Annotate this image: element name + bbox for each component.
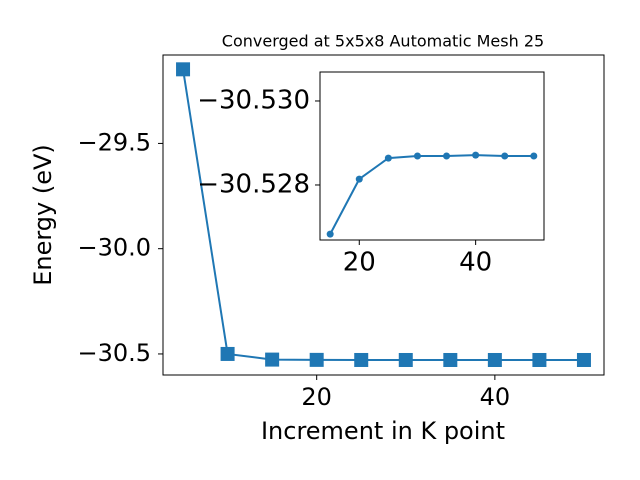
marker	[384, 154, 392, 162]
y-tick-label: −29.5	[77, 128, 151, 156]
series-line	[182, 69, 584, 361]
marker	[487, 352, 502, 367]
marker	[501, 152, 509, 160]
marker	[530, 152, 538, 160]
y-tick-label: −30.530	[197, 85, 310, 115]
series-line	[329, 154, 534, 235]
y-axis-label: Energy (eV)	[29, 144, 57, 286]
y-tick-label: −30.0	[77, 234, 151, 262]
marker	[472, 151, 480, 159]
x-tick-label: 40	[459, 248, 492, 278]
marker	[443, 152, 451, 160]
marker	[354, 352, 369, 367]
x-axis-label: Increment in K point	[261, 417, 505, 445]
y-tick-label: −30.528	[197, 169, 310, 199]
marker	[532, 352, 547, 367]
marker	[265, 352, 280, 367]
marker	[443, 352, 458, 367]
x-tick-label: 20	[301, 383, 332, 411]
x-tick-label: 40	[480, 383, 511, 411]
marker	[413, 152, 421, 160]
chart-title: Converged at 5x5x8 Automatic Mesh 25	[222, 32, 544, 51]
marker	[220, 346, 235, 361]
marker	[326, 230, 334, 238]
marker	[398, 352, 413, 367]
y-tick-label: −30.5	[77, 339, 151, 367]
marker	[309, 352, 324, 367]
marker	[355, 175, 363, 183]
x-tick-label: 20	[343, 248, 376, 278]
marker	[576, 352, 591, 367]
marker	[176, 62, 191, 77]
